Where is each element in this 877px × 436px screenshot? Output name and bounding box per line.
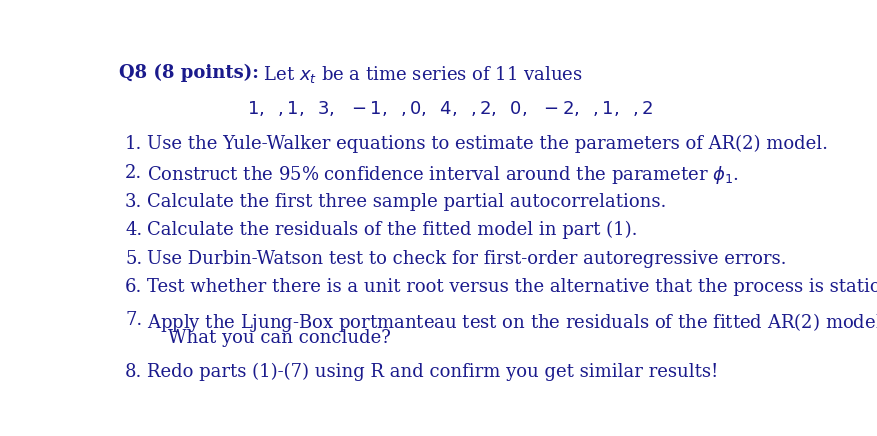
Text: Let $x_t$ be a time series of 11 values: Let $x_t$ be a time series of 11 values [258,64,582,85]
Text: 5.: 5. [125,250,142,268]
Text: Redo parts (1)-(7) using R and confirm you get similar results!: Redo parts (1)-(7) using R and confirm y… [147,363,717,381]
Text: Test whether there is a unit root versus the alternative that the process is sta: Test whether there is a unit root versus… [147,278,877,296]
Text: What you can conclude?: What you can conclude? [168,329,390,347]
Text: Calculate the first three sample partial autocorrelations.: Calculate the first three sample partial… [147,193,666,211]
Text: 2.: 2. [125,164,142,182]
Text: Use Durbin-Watson test to check for first-order autoregressive errors.: Use Durbin-Watson test to check for firs… [147,250,786,268]
Text: Apply the Ljung-Box portmanteau test on the residuals of the fitted AR(2) model : Apply the Ljung-Box portmanteau test on … [147,311,877,334]
Text: 8.: 8. [125,363,142,381]
Text: Q8 (8 points):: Q8 (8 points): [118,64,258,82]
Text: 4.: 4. [125,221,142,239]
Text: 3.: 3. [125,193,142,211]
Text: 7.: 7. [125,311,142,329]
Text: 6.: 6. [125,278,142,296]
Text: $1, \;\;, 1, \;\; 3, \;\; -1, \;\;, 0, \;\; 4, \;\;, 2, \;\; 0, \;\; -2, \;\;, 1: $1, \;\;, 1, \;\; 3, \;\; -1, \;\;, 0, \… [246,99,652,118]
Text: Use the Yule-Walker equations to estimate the parameters of AR(2) model.: Use the Yule-Walker equations to estimat… [147,135,827,153]
Text: 1.: 1. [125,135,142,153]
Text: Calculate the residuals of the fitted model in part (1).: Calculate the residuals of the fitted mo… [147,221,637,239]
Text: Construct the 95% confidence interval around the parameter $\phi_1$.: Construct the 95% confidence interval ar… [147,164,738,186]
